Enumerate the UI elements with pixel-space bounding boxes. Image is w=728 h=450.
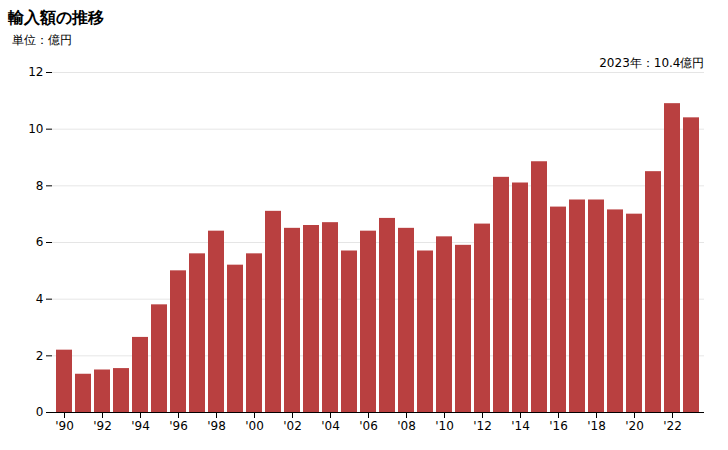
svg-text:'06: '06 [359,419,378,433]
svg-text:'96: '96 [169,419,188,433]
svg-text:'90: '90 [55,419,74,433]
svg-text:8: 8 [36,179,44,193]
svg-text:'12: '12 [473,419,492,433]
svg-text:4: 4 [36,292,44,306]
svg-text:10: 10 [28,122,43,136]
svg-text:'16: '16 [549,419,568,433]
svg-text:0: 0 [36,405,44,419]
svg-text:'14: '14 [511,419,530,433]
svg-text:12: 12 [28,65,43,79]
svg-text:'22: '22 [663,419,682,433]
svg-text:'04: '04 [321,419,340,433]
svg-text:'92: '92 [93,419,112,433]
svg-text:'08: '08 [397,419,416,433]
svg-text:6: 6 [36,235,44,249]
svg-text:2023年：10.4億円: 2023年：10.4億円 [599,56,704,70]
svg-text:単位：億円: 単位：億円 [12,33,72,47]
svg-text:2: 2 [36,349,44,363]
svg-text:'98: '98 [207,419,226,433]
html-text:輸入額の推移: 輸入額の推移 [8,8,104,27]
svg-text:'00: '00 [245,419,264,433]
svg-text:'20: '20 [625,419,644,433]
svg-text:'18: '18 [587,419,606,433]
svg-text:'02: '02 [283,419,302,433]
svg-text:'10: '10 [435,419,454,433]
svg-text:'94: '94 [131,419,150,433]
